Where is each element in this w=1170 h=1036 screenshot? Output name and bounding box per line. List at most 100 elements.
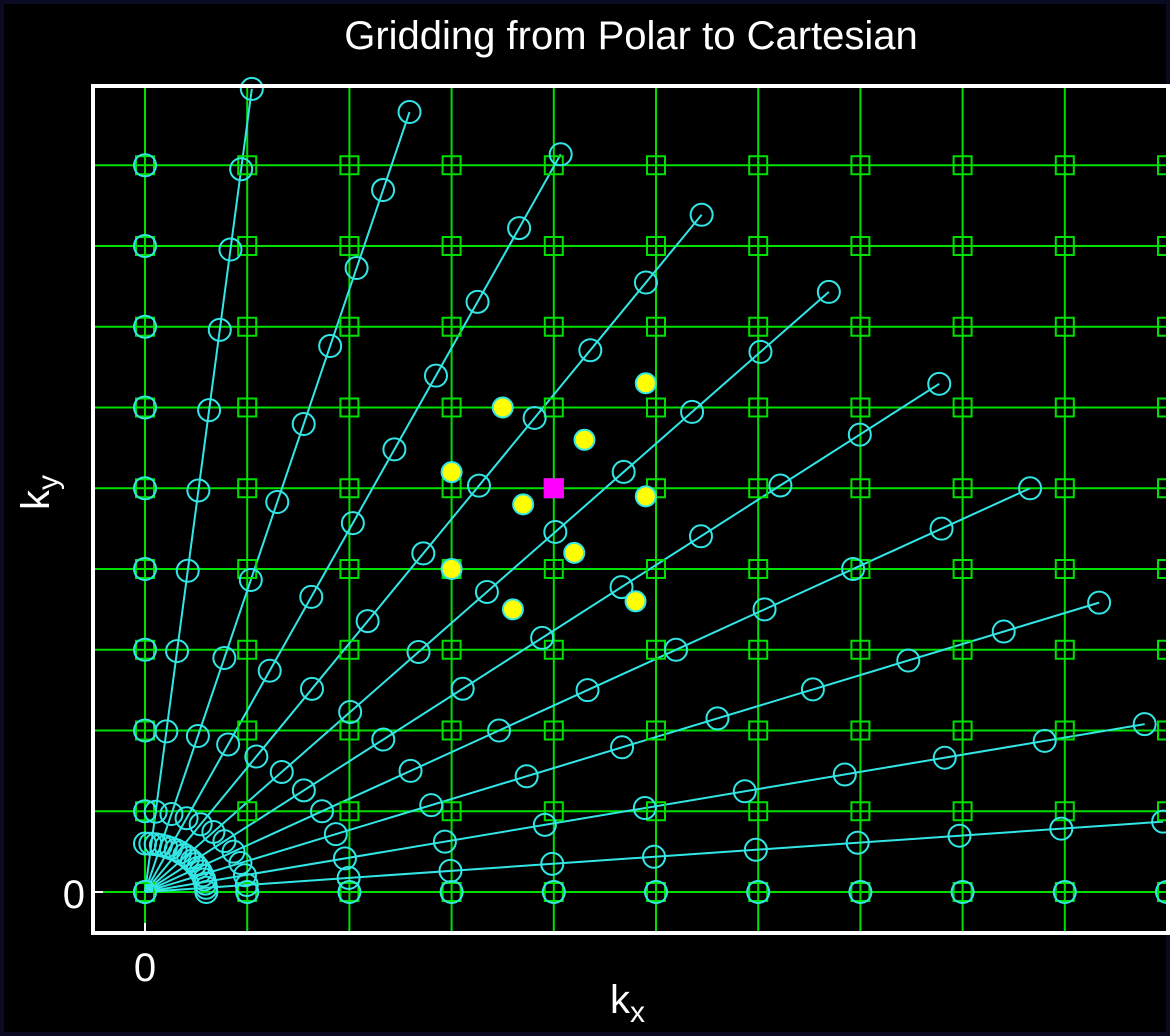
highlighted-sample xyxy=(440,461,463,484)
y-tick-label: 0 xyxy=(63,873,85,917)
polar-sample-marker xyxy=(340,511,365,536)
polar-sample-marker xyxy=(507,216,532,241)
polar-spoke xyxy=(144,214,703,893)
grid-point-marker xyxy=(1054,639,1075,660)
highlighted-sample xyxy=(501,598,524,621)
polar-sample-marker xyxy=(1132,712,1157,737)
axes-box xyxy=(91,84,1170,935)
polar-sample-marker xyxy=(299,676,324,701)
polar-sample-marker xyxy=(578,338,603,363)
grid-point-marker xyxy=(646,397,666,418)
polar-sample-marker xyxy=(406,639,431,664)
grid-point-marker xyxy=(339,478,360,499)
polar-sample-marker xyxy=(207,317,232,342)
polar-sample-marker xyxy=(338,699,363,724)
grid-point-marker xyxy=(543,639,564,660)
polar-sample-marker xyxy=(228,851,253,876)
polar-sample-marker xyxy=(419,793,444,818)
polar-sample-marker xyxy=(991,619,1016,644)
polar-sample-marker xyxy=(664,637,689,662)
polar-sample-marker xyxy=(234,872,259,897)
polar-spoke xyxy=(144,487,1031,893)
polar-sample-marker xyxy=(848,880,873,904)
grid-point-marker xyxy=(237,397,258,418)
polar-sample-marker xyxy=(847,422,872,447)
polar-sample-marker xyxy=(133,557,157,581)
grid-point-marker xyxy=(646,559,666,579)
polar-sample-marker xyxy=(1087,590,1112,615)
grid-point-marker xyxy=(850,236,871,256)
grid-point-marker xyxy=(748,155,769,176)
grid-point-marker xyxy=(441,882,462,902)
polar-sample-marker xyxy=(1052,880,1077,904)
polar-sample-marker xyxy=(232,863,257,888)
grid-point-marker xyxy=(952,801,973,822)
grid-point-marker xyxy=(646,801,666,822)
polar-sample-marker xyxy=(398,758,423,783)
polar-sample-marker xyxy=(610,735,635,760)
polar-sample-marker xyxy=(411,541,436,566)
polar-sample-marker xyxy=(541,880,566,904)
polar-spoke xyxy=(144,601,1100,893)
y-axis-label: ky xyxy=(14,475,65,510)
grid-point-marker xyxy=(952,882,973,902)
polar-sample-marker xyxy=(845,830,870,855)
grid-point-marker xyxy=(646,720,666,741)
polar-spoke xyxy=(144,88,253,893)
grid-point-marker xyxy=(748,316,769,337)
polar-spoke xyxy=(144,153,562,893)
polar-sample-marker xyxy=(439,880,464,904)
grid-point-marker xyxy=(339,316,360,337)
polar-sample-marker xyxy=(688,524,713,549)
polar-sample-marker xyxy=(732,779,757,804)
polar-sample-marker xyxy=(168,840,193,865)
grid-point-marker xyxy=(748,882,769,902)
polar-sample-marker xyxy=(950,880,975,904)
polar-spoke xyxy=(144,291,830,893)
grid-point-marker xyxy=(339,559,360,579)
polar-sample-marker xyxy=(143,799,168,824)
polar-sample-marker xyxy=(450,676,475,701)
grid-point-marker xyxy=(748,478,769,499)
polar-sample-marker xyxy=(239,76,264,101)
polar-sample-marker xyxy=(633,270,658,295)
grid-point-marker xyxy=(441,316,462,337)
polar-sample-marker xyxy=(299,584,324,609)
grid-point-marker xyxy=(135,236,155,256)
polar-sample-marker xyxy=(133,799,157,824)
polar-sample-marker xyxy=(133,234,157,258)
grid-point-marker xyxy=(646,155,666,176)
polar-sample-marker xyxy=(269,759,294,784)
polar-sample-marker xyxy=(188,812,213,837)
target-grid-point xyxy=(543,478,564,499)
polar-sample-marker xyxy=(432,829,457,854)
polar-spoke xyxy=(144,111,411,893)
polar-sample-marker xyxy=(194,880,219,904)
polar-spoke xyxy=(144,723,1145,893)
grid-point-marker xyxy=(850,882,871,902)
polar-sample-marker xyxy=(229,157,254,182)
grid-point-marker xyxy=(952,397,973,418)
highlighted-sample xyxy=(491,396,514,419)
polar-sample-marker xyxy=(238,568,263,593)
polar-sample-marker xyxy=(175,558,200,583)
grid-point-marker xyxy=(850,639,871,660)
polar-sample-marker xyxy=(465,289,490,314)
grid-point-marker xyxy=(748,559,769,579)
grid-point-marker xyxy=(1054,801,1075,822)
highlighted-sample xyxy=(512,493,535,516)
polar-spokes xyxy=(144,88,1164,893)
grid-point-marker xyxy=(135,639,155,660)
grid-point-marker xyxy=(850,801,871,822)
polar-sample-marker xyxy=(927,371,952,396)
polar-sample-marker xyxy=(800,677,825,702)
polar-sample-marker xyxy=(133,314,157,339)
highlighted-samples xyxy=(440,372,657,621)
polar-sample-marker xyxy=(1032,728,1057,753)
grid-point-marker xyxy=(1054,155,1075,176)
polar-sample-marker xyxy=(768,473,793,498)
grid-point-marker xyxy=(237,155,258,176)
x-tick-label: 0 xyxy=(134,946,156,990)
grid-point-marker xyxy=(748,639,769,660)
grid-point-marker xyxy=(237,639,258,660)
